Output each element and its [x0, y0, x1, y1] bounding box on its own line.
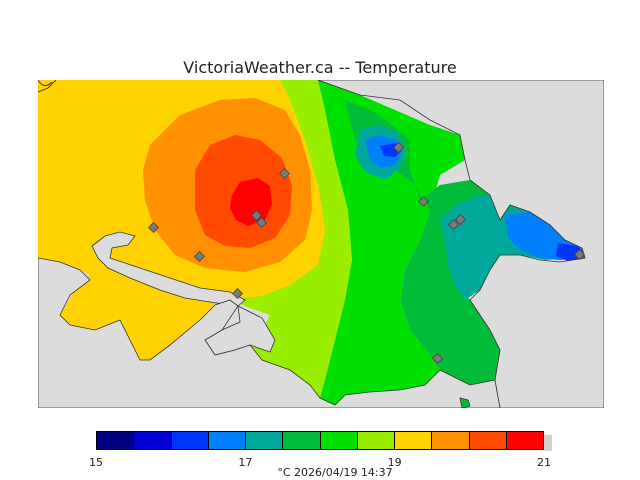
station-marker — [417, 195, 430, 208]
legend-tick-label: 19 — [387, 456, 402, 469]
legend-swatch — [431, 432, 469, 449]
station-marker — [431, 352, 444, 365]
map-title: VictoriaWeather.ca -- Temperature — [183, 58, 457, 77]
station-marker — [231, 287, 244, 300]
legend-tick-label: 15 — [89, 456, 103, 469]
station-marker — [147, 221, 160, 234]
shoreline-islet — [459, 397, 471, 408]
legend-swatch — [97, 432, 134, 449]
station-markers — [147, 141, 586, 365]
legend-swatch — [319, 432, 357, 449]
legend-color-bar — [96, 431, 544, 450]
legend-swatch — [468, 432, 506, 449]
station-marker — [573, 248, 586, 261]
station-marker — [255, 216, 268, 229]
land-lightgreen-zone — [210, 80, 352, 398]
legend-swatch — [394, 432, 432, 449]
station-marker — [454, 213, 467, 226]
contour-map-svg — [38, 80, 604, 408]
legend-swatch — [356, 432, 394, 449]
land-teal-zone — [355, 125, 575, 300]
color-legend — [96, 431, 552, 451]
legend-tick-label: 17 — [238, 456, 253, 469]
ocean-inlet-west — [91, 231, 246, 307]
station-marker — [392, 141, 405, 154]
station-marker — [278, 167, 291, 180]
station-marker — [447, 218, 460, 231]
legend-swatch — [170, 432, 208, 449]
units-timestamp: °C 2026/04/19 14:37 — [277, 466, 393, 479]
land-red-zone — [230, 178, 272, 226]
shoreline-island-nw — [38, 80, 57, 93]
land-blue-zone — [380, 143, 586, 262]
ocean-strait — [38, 257, 501, 408]
station-marker — [250, 209, 263, 222]
land-lightblue-zone — [365, 135, 585, 260]
legend-swatch — [133, 432, 171, 449]
legend-shadow — [544, 435, 552, 451]
land-darkgreen-zone — [345, 100, 500, 385]
legend-swatch — [282, 432, 320, 449]
station-marker — [193, 250, 206, 263]
ocean-east-bay — [317, 80, 604, 408]
legend-swatch — [207, 432, 245, 449]
land-green-zone — [318, 80, 465, 405]
legend-tick-label: 21 — [537, 456, 551, 469]
legend-swatch — [245, 432, 283, 449]
legend-swatch — [505, 432, 543, 449]
temperature-map — [38, 80, 604, 408]
